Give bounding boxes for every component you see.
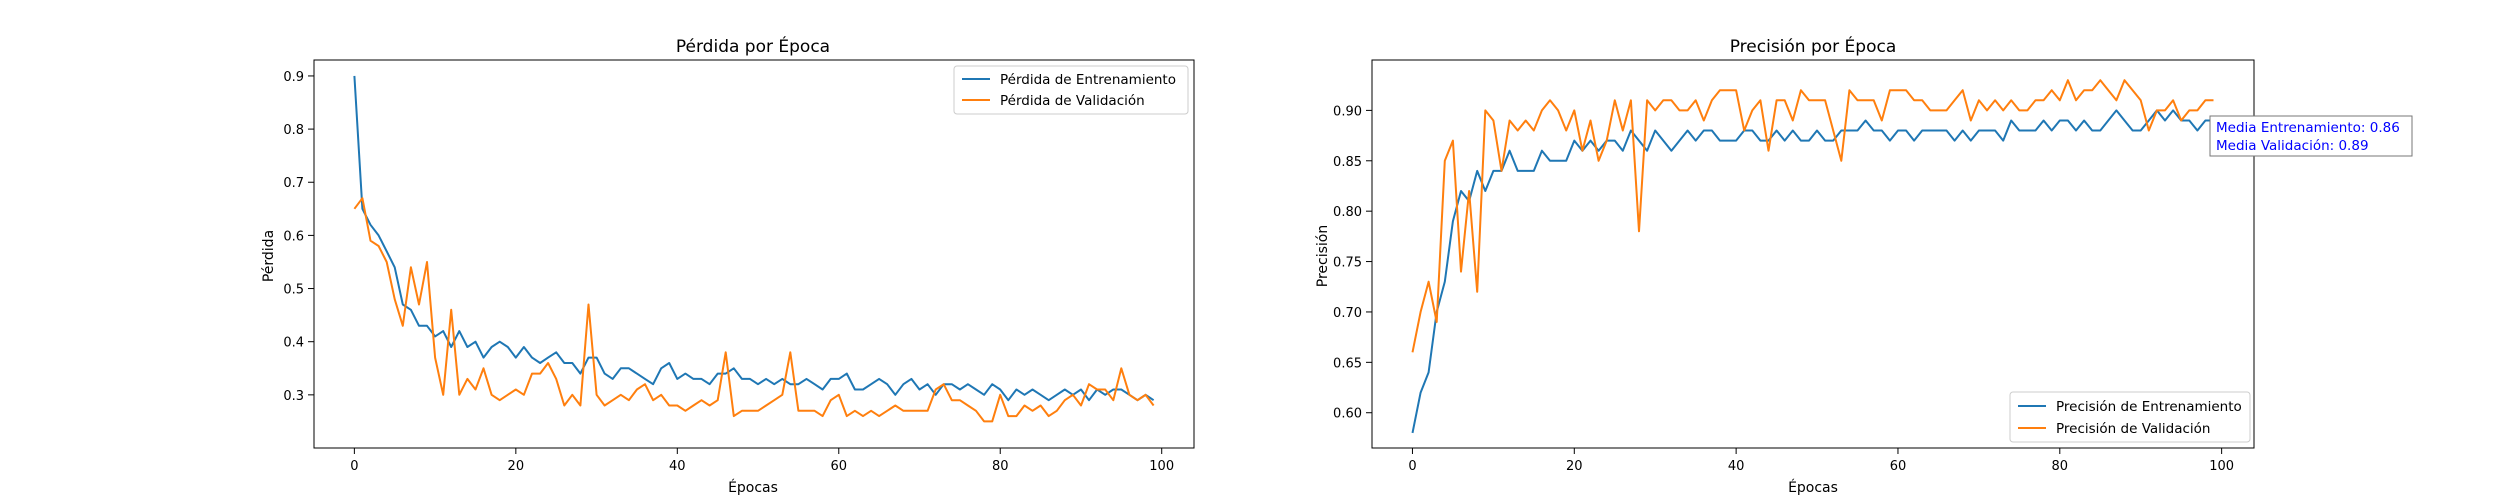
accuracy-legend-label-train: Precisión de Entrenamiento [2056,399,2242,415]
accuracy-ytick-label: 0.70 [1333,306,1362,321]
accuracy-ytick-label: 0.65 [1333,356,1362,371]
accuracy-chart-lines [1411,79,2214,434]
loss-ytick-label: 0.7 [283,176,304,191]
accuracy-ytick-label: 0.80 [1333,205,1362,220]
loss-xtick-label: 0 [350,459,358,474]
accuracy-chart-ylabel: Precisión [1315,225,1331,287]
accuracy-series-train-line [1411,109,2214,434]
loss-xtick-label: 80 [992,459,1009,474]
loss-chart-xlabel: Épocas [728,479,778,496]
accuracy-xtick-label: 40 [1728,459,1745,474]
accuracy-series-val-line [1411,79,2214,353]
loss-xtick-label: 40 [669,459,686,474]
accuracy-legend-box [2009,391,2251,443]
accuracy-xtick-label: 0 [1408,459,1416,474]
loss-legend-label-val: Pérdida de Validación [1000,93,1145,109]
accuracy-chart-title: Precisión por Época [1730,35,1897,57]
loss-chart: Pérdida por Época Épocas Pérdida 0 20 40 60… [261,35,1195,496]
mean-annotation-val: Media Validación: 0.89 [2216,138,2369,154]
accuracy-xtick-label: 80 [2052,459,2069,474]
loss-ytick-label: 0.8 [283,123,304,138]
accuracy-legend-label-val: Precisión de Validación [2056,421,2211,437]
loss-ytick-label: 0.6 [283,229,304,244]
loss-series-train-line [353,75,1155,402]
loss-chart-lines [353,75,1155,423]
loss-series-val-line [353,197,1155,423]
loss-ytick-label: 0.5 [283,283,304,298]
loss-xtick-label: 20 [508,459,525,474]
loss-ytick-label: 0.9 [283,70,304,85]
accuracy-ytick-label: 0.90 [1333,104,1362,119]
accuracy-xtick-label: 60 [1890,459,1907,474]
loss-chart-title: Pérdida por Época [676,35,830,57]
mean-annotation-box [2209,115,2413,157]
accuracy-chart: Precisión por Época Épocas Precisión 0 20… [1315,35,2413,496]
loss-chart-ticks: 0 20 40 60 80 100 0.3 0.4 0.5 0.6 0.7 0.8 0.9 [283,70,1174,474]
accuracy-xtick-label: 20 [1566,459,1583,474]
accuracy-chart-ticks: 0 20 40 60 80 100 0.60 0.65 0.70 0.75 0.80 0.85 0.90 [1333,104,2234,474]
accuracy-ytick-label: 0.60 [1333,407,1362,422]
accuracy-xtick-label: 100 [2209,459,2234,474]
mean-annotation-train: Media Entrenamiento: 0.86 [2216,120,2400,136]
loss-xtick-label: 60 [830,459,847,474]
accuracy-ytick-label: 0.85 [1333,155,1362,170]
loss-xtick-label: 100 [1149,459,1174,474]
loss-ytick-label: 0.4 [283,336,304,351]
accuracy-ytick-label: 0.75 [1333,256,1362,271]
loss-ytick-label: 0.3 [283,389,304,404]
loss-legend-label-train: Pérdida de Entrenamiento [1000,72,1176,88]
accuracy-chart-frame [1371,59,2255,449]
accuracy-chart-xlabel: Épocas [1788,479,1838,496]
mean-annotation: Media Entrenamiento: 0.86 Media Validaci… [2209,115,2413,157]
loss-legend: Pérdida de Entrenamiento Pérdida de Vali… [953,65,1189,115]
loss-chart-frame [313,59,1195,449]
accuracy-legend: Precisión de Entrenamiento Precisión de … [2009,391,2251,443]
loss-chart-ylabel: Pérdida [261,230,277,282]
loss-legend-box [953,65,1189,115]
